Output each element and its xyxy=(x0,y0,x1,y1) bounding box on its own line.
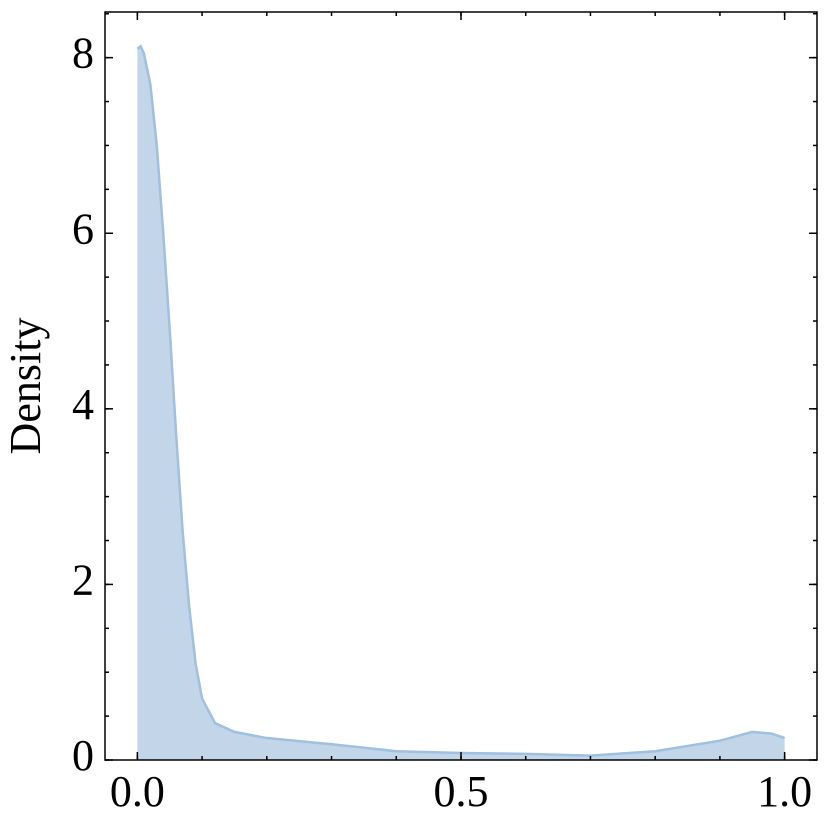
area-line xyxy=(136,44,786,757)
y-tick-label: 6 xyxy=(72,204,94,253)
y-tick-label: 8 xyxy=(72,29,94,78)
x-tick-label: 0.0 xyxy=(110,767,165,816)
x-tick-label: 0.5 xyxy=(434,767,489,816)
y-tick-label: 4 xyxy=(72,380,94,429)
area-fill xyxy=(137,46,785,760)
y-tick-label: 0 xyxy=(72,731,94,780)
y-tick-label: 2 xyxy=(72,556,94,605)
plot-frame xyxy=(104,11,818,761)
x-tick-label: 1.0 xyxy=(757,767,812,816)
y-axis-label: Density xyxy=(1,318,50,455)
